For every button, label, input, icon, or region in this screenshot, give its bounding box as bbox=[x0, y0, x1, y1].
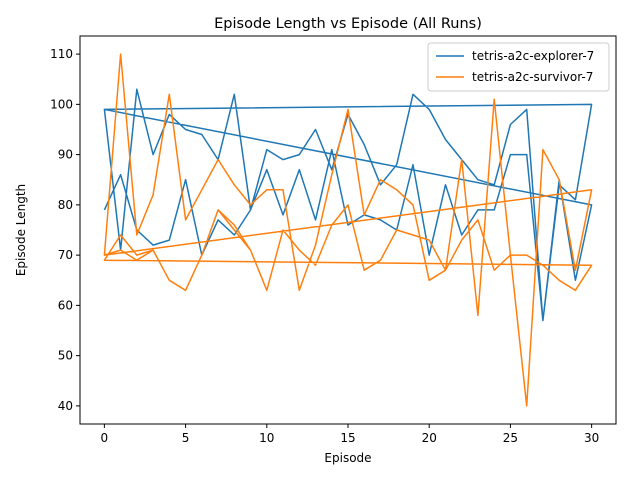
y-tick-label: 80 bbox=[58, 198, 73, 212]
legend-entry-1: tetris-a2c-explorer-7 bbox=[472, 49, 594, 63]
legend: tetris-a2c-explorer-7 tetris-a2c-survivor… bbox=[427, 42, 610, 92]
series-line-2 bbox=[103, 53, 593, 407]
x-tick-label: 5 bbox=[182, 431, 190, 445]
y-tick-label: 100 bbox=[50, 97, 73, 111]
y-tick-label: 90 bbox=[58, 148, 73, 162]
y-tick-label: 110 bbox=[50, 47, 73, 61]
y-axis-label: Episode Length bbox=[14, 184, 28, 276]
series-line-1 bbox=[103, 88, 593, 322]
x-tick-label: 30 bbox=[584, 431, 599, 445]
legend-entry-2: tetris-a2c-survivor-7 bbox=[472, 70, 593, 84]
y-tick-label: 40 bbox=[58, 399, 73, 413]
chart-title: Episode Length vs Episode (All Runs) bbox=[214, 16, 482, 32]
x-tick-label: 0 bbox=[101, 431, 109, 445]
y-tick-label: 60 bbox=[58, 298, 73, 312]
x-tick-label: 10 bbox=[259, 431, 274, 445]
legend-box bbox=[427, 42, 610, 92]
x-axis-label: Episode bbox=[324, 451, 371, 465]
x-tick-label: 20 bbox=[422, 431, 437, 445]
y-axis: 40 50 60 70 80 90 100 110 bbox=[50, 47, 80, 413]
y-tick-label: 70 bbox=[58, 248, 73, 262]
x-axis: 0 5 10 15 20 25 30 bbox=[101, 424, 599, 445]
y-tick-label: 50 bbox=[58, 349, 73, 363]
series-layer bbox=[103, 53, 593, 407]
x-tick-label: 15 bbox=[340, 431, 355, 445]
x-tick-label: 25 bbox=[503, 431, 518, 445]
